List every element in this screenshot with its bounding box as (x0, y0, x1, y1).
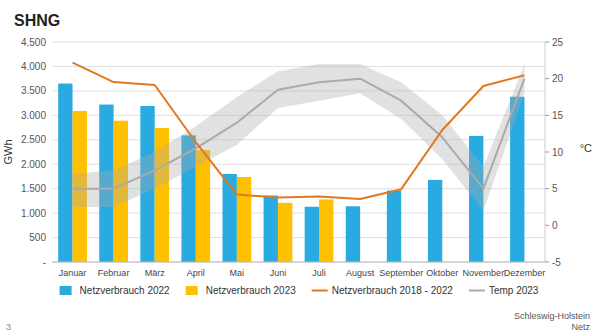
grid-line (52, 115, 545, 116)
background (0, 0, 598, 336)
y-tick-label: - (43, 257, 46, 268)
bar (196, 150, 210, 262)
y2-tick-label: -5 (552, 257, 561, 268)
bar (278, 203, 292, 262)
y2-tick (545, 262, 549, 263)
line (73, 79, 525, 189)
x-tick-label: September (379, 268, 423, 278)
legend-item: Temp 2023 (469, 285, 539, 296)
grid (52, 42, 545, 262)
x-tick-label: August (346, 268, 375, 278)
y-tick-label: 3.500 (21, 85, 46, 96)
y-tick-label: 4.000 (21, 61, 46, 72)
y-tick-label: 4.500 (21, 37, 46, 48)
annotation-line: Netz (571, 322, 590, 332)
y-tick-label: 2.500 (21, 134, 46, 145)
y2-tick (545, 115, 549, 116)
x-tick-label: Januar (59, 268, 87, 278)
legend-swatch (60, 286, 72, 295)
legend-swatch (312, 290, 328, 292)
y2-tick-label: 10 (552, 147, 564, 158)
legend-item: Netzverbrauch 2018 - 2022 (312, 285, 454, 296)
bar (428, 180, 442, 262)
x-tick-label: März (145, 268, 165, 278)
y2-tick-label: 25 (552, 37, 564, 48)
y2-tick (545, 188, 549, 189)
grid-line (52, 42, 545, 43)
y2-axis-label: °C (580, 142, 592, 154)
bar (264, 196, 278, 262)
legend-swatch (469, 290, 485, 292)
bar (319, 199, 333, 262)
legend-label: Temp 2023 (489, 285, 539, 296)
y2-tick-label: 0 (552, 220, 558, 231)
y2-tick-label: 20 (552, 73, 564, 84)
bar (58, 84, 72, 262)
y2-axis-line (545, 42, 546, 262)
x-tick-label: Mai (230, 268, 245, 278)
band (73, 64, 525, 211)
line (73, 63, 525, 199)
y2-tick (545, 42, 549, 43)
y2-tick-label: 5 (552, 183, 558, 194)
x-tick-label: Dezember (504, 268, 546, 278)
grid-line (52, 262, 545, 263)
x-tick-label: Juli (312, 268, 326, 278)
legend-label: Netzverbrauch 2022 (80, 285, 170, 296)
x-tick-label: Februar (98, 268, 130, 278)
bar (305, 207, 319, 262)
legend-item: Netzverbrauch 2023 (186, 285, 296, 296)
grid-line (52, 66, 545, 67)
y2-tick (545, 225, 549, 226)
annotation-line: Schleswig-Holstein (514, 311, 590, 321)
y-tick-label: 2.000 (21, 159, 46, 170)
chart: SHNG - 500 1.000 1.500 2.000 2.500 3.000 3.500 4.… (0, 0, 598, 336)
y2-tick-label: 15 (552, 110, 564, 121)
y2-tick (545, 152, 549, 153)
x-axis-line (52, 262, 545, 263)
x-tick-label: Oktober (426, 268, 458, 278)
legend-label: Netzverbrauch 2023 (206, 285, 296, 296)
annotation: Schleswig-HolsteinNetz (514, 311, 591, 332)
y-tick-label: 3.000 (21, 110, 46, 121)
x-tick-label: Juni (270, 268, 287, 278)
bar (237, 177, 251, 262)
x-tick-label: November (463, 268, 505, 278)
legend: Netzverbrauch 2022 Netzverbrauch 2023 Netz… (60, 285, 539, 296)
bar (387, 191, 401, 262)
legend-item: Netzverbrauch 2022 (60, 285, 170, 296)
legend-swatch (186, 286, 198, 295)
page-number: 3 (6, 322, 11, 332)
x-tick-label: April (187, 268, 205, 278)
y-tick-label: 500 (29, 232, 46, 243)
y-axis-label: GWh (2, 139, 14, 164)
legend-label: Netzverbrauch 2018 - 2022 (332, 285, 454, 296)
y-tick-label: 1.000 (21, 208, 46, 219)
y2-tick (545, 78, 549, 79)
y-tick-label: 1.500 (21, 183, 46, 194)
marks (58, 63, 524, 262)
bar (222, 174, 236, 262)
title: SHNG (14, 12, 60, 29)
bar (346, 206, 360, 262)
